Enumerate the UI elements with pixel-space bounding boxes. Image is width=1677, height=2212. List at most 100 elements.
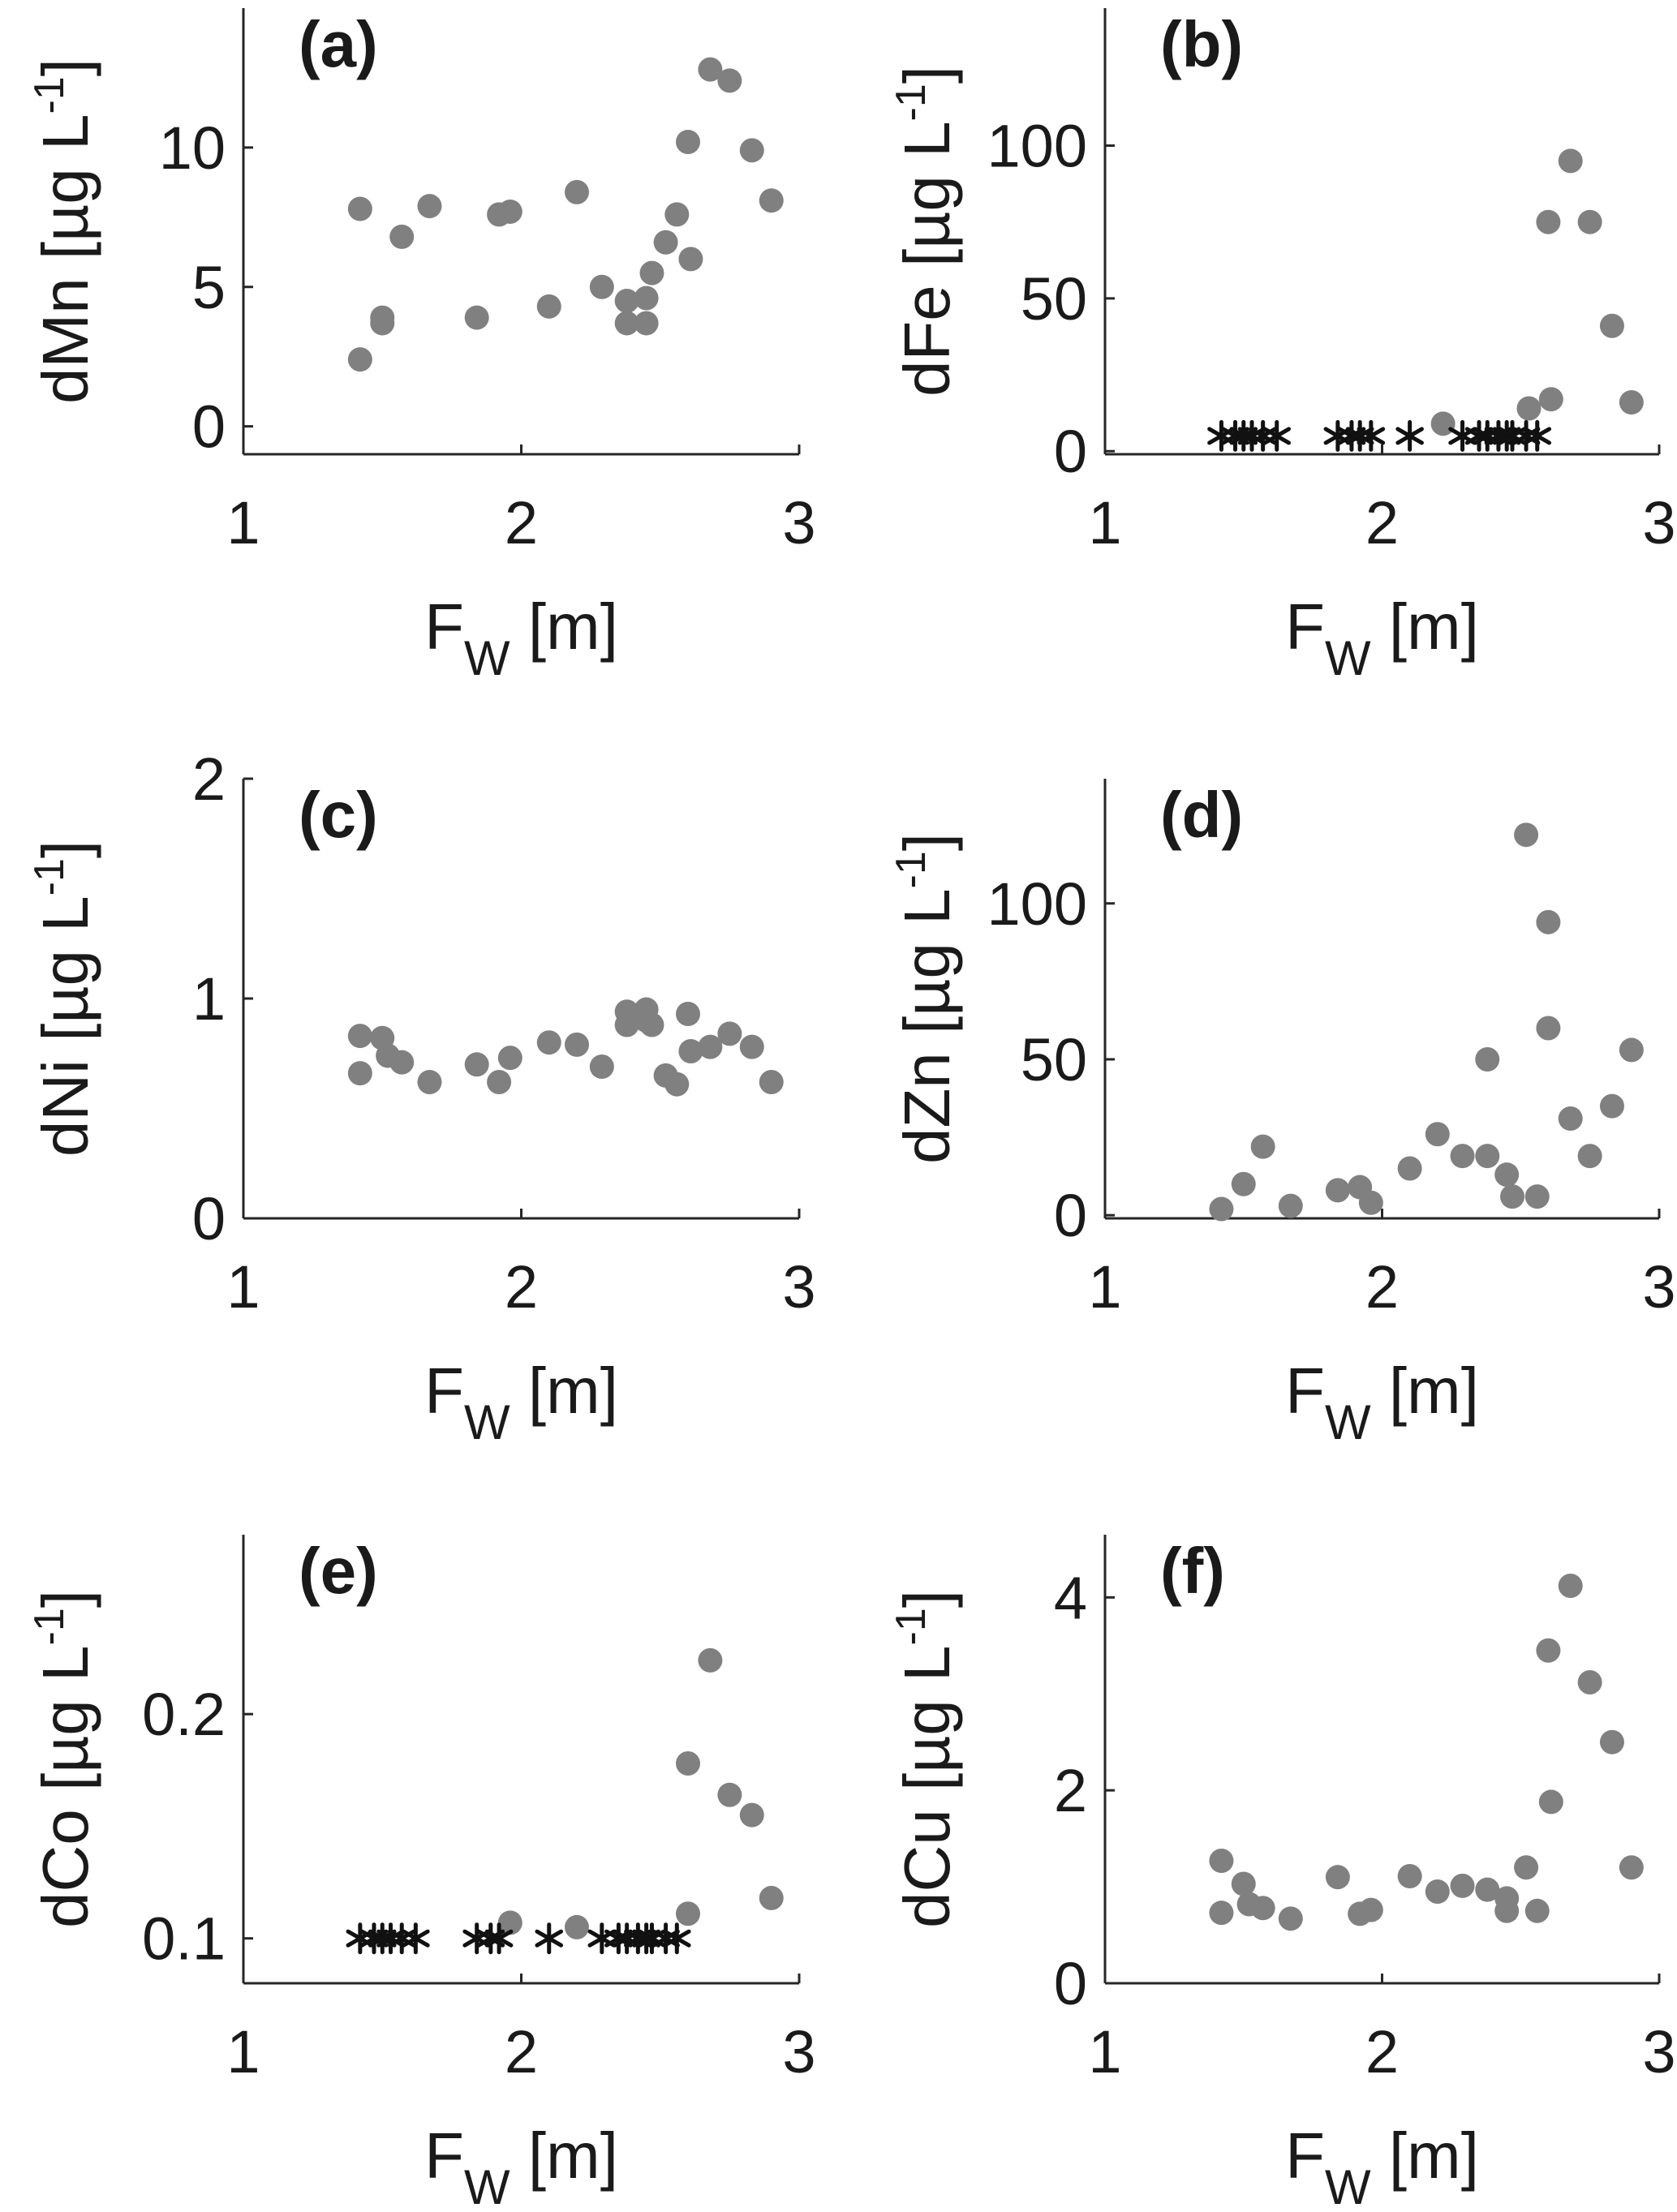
data-point [717, 68, 742, 93]
data-point [1278, 1906, 1303, 1931]
y-tick-label: 0 [192, 393, 226, 461]
y-tick-label: 2 [1054, 1757, 1087, 1824]
below-detection-marker [402, 1922, 430, 1955]
x-tick-label: 2 [505, 1253, 538, 1321]
y-tick-label: 2 [192, 745, 226, 813]
data-point [497, 1910, 522, 1935]
y-tick-label: 0 [1054, 1950, 1087, 2017]
x-axis-title: FW [m] [424, 591, 618, 685]
data-point [1450, 1144, 1475, 1169]
data-point [536, 1030, 561, 1055]
data-point [1514, 1855, 1539, 1880]
below-detection-marker [651, 1922, 680, 1955]
below-detection-marker [663, 1922, 691, 1955]
below-detection-marker [1395, 419, 1424, 452]
x-tick-label: 2 [1365, 489, 1399, 556]
y-tick-label: 5 [192, 254, 226, 321]
y-tick-label: 50 [1021, 1026, 1087, 1093]
data-point [1538, 1789, 1563, 1815]
data-point [614, 1012, 639, 1037]
data-point [634, 286, 659, 311]
data-point [1538, 387, 1563, 412]
below-detection-marker [1511, 419, 1541, 452]
below-detection-marker [346, 1922, 375, 1955]
x-tick-label: 2 [505, 2018, 538, 2085]
below-detection-marker [1237, 419, 1266, 452]
data-point [1599, 1729, 1624, 1755]
y-axis-title: dMn [µg L-1] [26, 58, 101, 404]
y-tick-label: 100 [987, 113, 1087, 180]
data-point [1619, 1037, 1644, 1063]
x-axis-title: FW [m] [1285, 1355, 1479, 1450]
panel-label: (f) [1160, 1535, 1225, 1607]
data-point [1209, 1196, 1234, 1222]
data-point [1430, 411, 1456, 436]
data-point [1494, 1162, 1520, 1188]
y-tick-label: 0.2 [142, 1681, 226, 1748]
data-point [1278, 1193, 1303, 1218]
y-tick-label: 1 [192, 965, 226, 1033]
data-point [487, 1069, 512, 1094]
data-point [1250, 1896, 1275, 1921]
below-detection-marker [484, 1922, 514, 1955]
data-point [1516, 396, 1542, 421]
data-point [1450, 1873, 1475, 1898]
data-point [497, 1046, 522, 1071]
data-point [347, 347, 372, 372]
data-point [759, 188, 784, 213]
data-point [1397, 1156, 1422, 1181]
below-detection-marker [535, 1922, 564, 1955]
data-point [1577, 1669, 1602, 1694]
data-point [1358, 1897, 1383, 1922]
x-tick-label: 3 [782, 1253, 815, 1321]
data-point [1231, 1171, 1256, 1196]
data-point [1475, 1046, 1500, 1072]
data-point [536, 294, 561, 319]
data-point [589, 274, 614, 299]
x-tick-label: 3 [1642, 1253, 1675, 1321]
below-detection-marker [1523, 419, 1552, 452]
data-point [1536, 209, 1561, 234]
below-detection-marker [1345, 419, 1374, 452]
x-tick-label: 3 [1642, 489, 1675, 556]
data-point [1514, 823, 1539, 848]
data-point [1500, 1184, 1525, 1209]
x-tick-label: 1 [226, 2018, 260, 2085]
panel-e: 1 2 3 0.1 0.2 (e) FW [m] dCo [µg L-1] [26, 1535, 816, 2212]
x-tick-label: 3 [1642, 2018, 1675, 2085]
data-point [589, 1054, 614, 1080]
x-tick-label: 1 [1088, 489, 1121, 556]
data-point [678, 247, 703, 272]
y-tick-label: 0 [1054, 1182, 1087, 1249]
data-point [1577, 1144, 1602, 1169]
below-detection-marker [587, 1922, 617, 1955]
y-axis-title: dCo [µg L-1] [26, 1590, 101, 1928]
data-point [639, 1012, 664, 1037]
data-point [1325, 1865, 1350, 1890]
y-axis-title: dNi [µg L-1] [26, 840, 101, 1157]
data-point [614, 311, 639, 336]
data-point [739, 1802, 764, 1828]
data-point [634, 311, 659, 336]
data-point [1425, 1122, 1450, 1147]
panel-label: (b) [1160, 8, 1243, 80]
x-axis-title: FW [m] [1285, 591, 1479, 685]
data-point [1425, 1879, 1450, 1905]
data-point [1599, 1093, 1624, 1119]
x-axis-title: FW [m] [1285, 2120, 1479, 2212]
data-point [717, 1021, 742, 1046]
below-detection-marker [1207, 419, 1236, 452]
below-detection-marker [462, 1922, 491, 1955]
data-point [347, 1061, 372, 1086]
panel-label: (a) [299, 8, 378, 80]
data-point [347, 196, 372, 221]
y-tick-label: 100 [987, 870, 1087, 938]
data-point [1558, 1106, 1583, 1131]
data-point [1558, 1574, 1583, 1599]
data-point [1250, 1134, 1275, 1159]
x-tick-label: 1 [1088, 1253, 1121, 1321]
y-tick-label: 0 [1054, 418, 1087, 485]
below-detection-marker [1357, 419, 1386, 452]
y-axis-title: dZn [µg L-1] [888, 833, 963, 1164]
x-tick-label: 2 [1365, 2018, 1399, 2085]
